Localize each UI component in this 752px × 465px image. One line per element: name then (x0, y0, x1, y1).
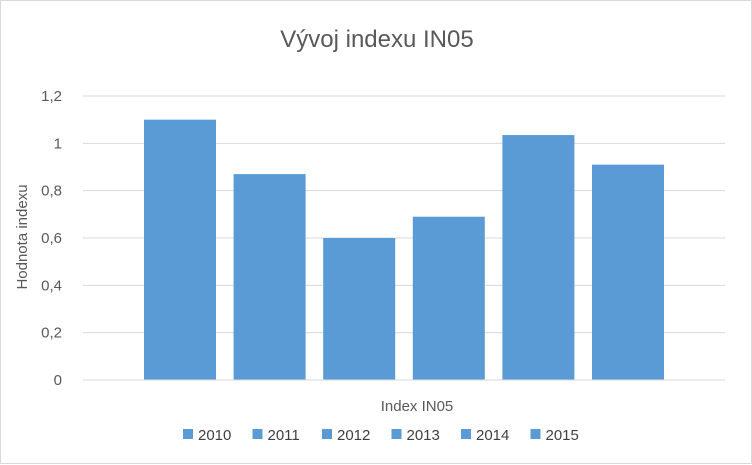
bar-2012 (323, 238, 396, 380)
bar-2015 (592, 164, 664, 380)
bars (144, 119, 664, 381)
chart-title: Vývoj indexu IN05 (280, 26, 473, 53)
y-tick-label: 0 (54, 372, 62, 389)
legend-swatch (391, 429, 402, 439)
legend-label: 2015 (546, 427, 579, 444)
bar-2013 (412, 216, 485, 380)
y-axis-ticks: 0 0,2 0,4 0,6 0,8 1 1,2 (41, 88, 62, 389)
legend-swatch (252, 429, 263, 439)
legend-label: 2014 (476, 427, 509, 444)
y-tick-label: 0,2 (41, 325, 62, 342)
y-tick-label: 0,8 (41, 183, 62, 200)
legend-label: 2010 (198, 427, 231, 444)
legend-swatch (183, 429, 193, 439)
legend: 2010 2011 2012 2013 2014 2015 (183, 427, 579, 444)
legend-swatch (322, 429, 332, 439)
y-axis-label: Hodnota indexu (14, 184, 31, 289)
x-axis-label: Index IN05 (381, 398, 454, 415)
legend-label: 2013 (407, 427, 440, 444)
legend-swatch (461, 429, 471, 439)
y-tick-label: 1,2 (41, 88, 62, 105)
bar-2010 (144, 119, 216, 381)
legend-swatch (530, 429, 541, 439)
legend-label: 2012 (337, 427, 370, 444)
y-tick-label: 0,6 (41, 230, 62, 247)
bar-2011 (233, 174, 306, 380)
y-tick-label: 0,4 (41, 277, 62, 294)
bar-2014 (502, 135, 575, 380)
legend-label: 2011 (268, 427, 300, 444)
y-tick-label: 1 (54, 135, 62, 152)
